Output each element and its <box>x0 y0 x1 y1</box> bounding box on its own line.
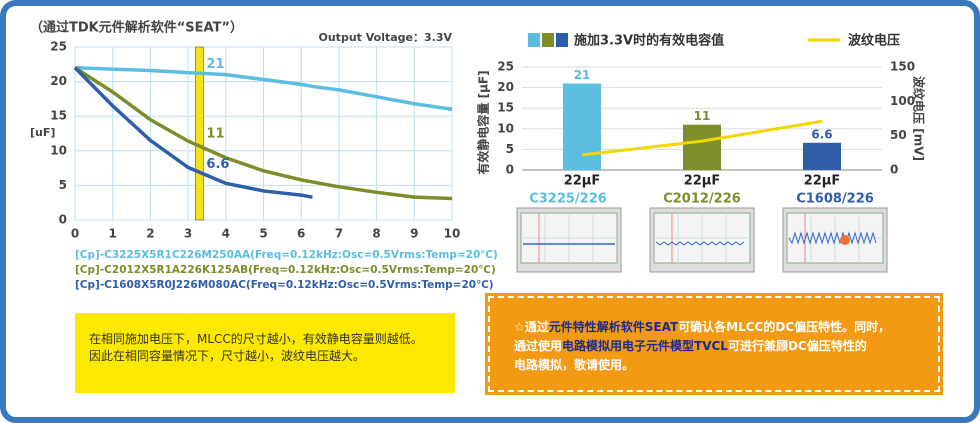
data-line <box>581 119 823 157</box>
note-left: 在相同施加电压下，MLCC的尺寸越小，有效静电容量则越低。 因此在相同容量情况下，… <box>75 313 455 393</box>
x-tick-label: 0 <box>71 227 79 241</box>
x-tick-label: 5 <box>259 227 267 241</box>
note-line: 电路模拟，敬请使用。 <box>514 356 938 375</box>
note-line: 在相同施加电压下，MLCC的尺寸越小，有效静电容量则越低。 <box>89 332 423 346</box>
y2-tick-label: 0 <box>890 163 898 177</box>
note-segment: 电路模拟用电子元件模型TVCL <box>562 339 728 353</box>
value-label: 21 <box>574 68 591 82</box>
y-tick-label: 0 <box>59 213 67 227</box>
note-segment: 电路模拟，敬请使用。 <box>514 358 635 372</box>
data-line <box>74 66 453 201</box>
y2-axis-label: 波纹电压 [mV] <box>912 76 927 161</box>
legend-swatch <box>556 33 568 47</box>
y-axis-label: 有效静电容量 [μF] <box>476 70 491 174</box>
x-tick-label: 3 <box>184 227 192 241</box>
legend-swatch <box>528 33 540 47</box>
y2-tick-label: 100 <box>890 94 915 108</box>
chart-title: （通过TDK元件解析软件“SEAT”） <box>30 20 243 36</box>
y2-tick-label: 50 <box>890 128 907 142</box>
y-tick-label: 25 <box>50 40 67 54</box>
x-tick-label: 7 <box>335 227 343 241</box>
y-tick-label: 0 <box>506 163 514 177</box>
value-label: 6.6 <box>811 127 832 141</box>
annotation: 6.6 <box>206 157 229 172</box>
bar <box>563 83 601 170</box>
x-tick-label: 1 <box>109 227 117 241</box>
highlight-band <box>195 46 204 221</box>
y-tick-label: 20 <box>497 80 514 94</box>
x-tick-label: 22μF <box>684 174 721 189</box>
note-line: ☆通过元件特性解析软件SEAT可确认各MLCC的DC偏压特性。同时， <box>514 318 938 337</box>
y-tick-label: 5 <box>506 142 514 156</box>
x-tick-label: 2 <box>146 227 154 241</box>
note-line: 通过使用电路模拟用电子元件模型TVCL可进行兼顾DC偏压特性的 <box>514 337 938 356</box>
note-segment: 通过使用 <box>514 339 563 353</box>
legend-entry: 波纹电压 <box>848 33 900 49</box>
x-tick-label: 22μF <box>564 174 601 189</box>
annotation: 21 <box>206 57 224 72</box>
y-axis-label: [uF] <box>30 126 55 139</box>
data-line <box>74 66 453 112</box>
legend-entry: 施加3.3V时的有效电容值 <box>574 33 724 49</box>
data-line <box>73 66 313 199</box>
legend-swatch <box>542 33 554 47</box>
y-tick-label: 15 <box>497 101 514 115</box>
bar <box>803 142 841 170</box>
x-tick-label: 10 <box>444 227 461 241</box>
x-tick-label: 22μF <box>804 174 841 189</box>
y-tick-label: 10 <box>497 121 514 135</box>
y-tick-label: 10 <box>50 143 67 157</box>
x-tick-label: 8 <box>372 227 380 241</box>
legend-entry: [Cp]-C2012X5R1A226K125AB(Freq=0.12kHz:Os… <box>75 264 496 276</box>
x-tick-label: 4 <box>222 227 230 241</box>
annotation: 11 <box>206 126 224 141</box>
x-tick-label: 6 <box>297 227 305 241</box>
legend-entry: [Cp]-C3225X5R1C226M250AA(Freq=0.12kHz:Os… <box>75 249 498 261</box>
note-segment: 元件特性解析软件SEAT <box>548 320 679 334</box>
bar <box>683 124 721 170</box>
x-tick-label: 9 <box>410 227 418 241</box>
y-tick-label: 5 <box>59 178 67 192</box>
note-segment: ☆通过 <box>514 320 549 334</box>
scope-title: C1608/226 <box>796 192 874 207</box>
y-tick-label: 15 <box>50 109 67 123</box>
y-tick-label: 25 <box>497 60 514 74</box>
scope-title: C3225/226 <box>529 192 607 207</box>
note-right: ☆通过元件特性解析软件SEAT可确认各MLCC的DC偏压特性。同时， 通过使用电路… <box>485 293 943 395</box>
scopes <box>516 207 888 273</box>
subtitle: Output Voltage：3.3V <box>319 31 453 44</box>
y2-tick-label: 150 <box>890 60 915 74</box>
note-segment: 可进行兼顾DC偏压特性的 <box>727 339 867 353</box>
legend-entry: [Cp]-C1608X5R0J226M080AC(Freq=0.12kHz:Os… <box>75 279 494 291</box>
y-tick-label: 20 <box>50 74 67 88</box>
note-line: 因此在相同容量情况下，尺寸越小，波纹电压越大。 <box>89 349 366 363</box>
scope-title: C2012/226 <box>663 192 741 207</box>
note-segment: 可确认各MLCC的DC偏压特性。同时， <box>678 320 891 334</box>
value-label: 11 <box>694 109 711 123</box>
